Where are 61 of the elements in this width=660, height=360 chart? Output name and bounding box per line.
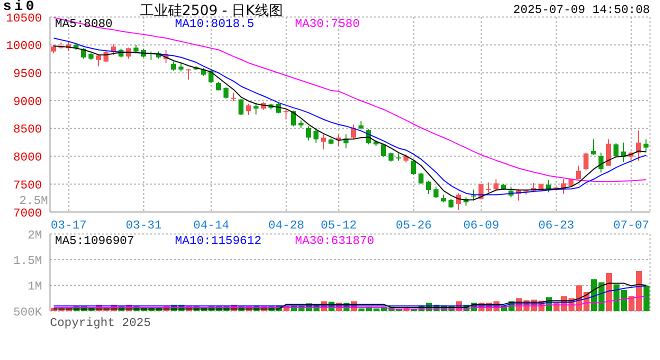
candlestick (321, 134, 326, 150)
x-tick-label: 07-07 (613, 218, 650, 233)
chart-subtitle: 2025-07-09 14:50:08 (513, 3, 650, 17)
candlestick (486, 182, 491, 193)
candlestick (576, 165, 581, 180)
candlestick (284, 108, 288, 120)
text: Copyright 2025 (50, 316, 151, 330)
candlestick (306, 126, 311, 141)
x-tick-label: 03-31 (126, 218, 162, 233)
y-tick-label: 8500 (13, 122, 42, 137)
x-tick-label: 04-14 (193, 218, 230, 233)
x-tick-label: 06-23 (538, 218, 574, 233)
candlestick (246, 103, 251, 116)
candlestick (546, 179, 551, 193)
text: MA30:631870 (295, 234, 374, 248)
y-tick-label: 8000 (13, 150, 42, 165)
candlestick (238, 98, 244, 116)
x-tick-label: 05-12 (320, 218, 357, 233)
x-tick-label: 06-09 (463, 218, 500, 233)
candlestick (456, 192, 461, 211)
candlestick (591, 138, 596, 156)
y-tick-label: 10000 (6, 39, 42, 54)
x-tick-label: 04-28 (268, 218, 304, 233)
text: MA5:1096907 (55, 234, 134, 248)
candlestick (598, 152, 604, 173)
text: MA30:7580 (295, 17, 360, 31)
candlestick (96, 54, 101, 67)
y-tick-label: 7000 (13, 206, 42, 220)
candlestick (314, 127, 318, 144)
x-tick-label: 03-17 (50, 218, 87, 233)
text: 2.5M (18, 194, 48, 208)
candlestick (126, 47, 131, 60)
candlestick (186, 68, 191, 80)
text: MA10:8018.5 (175, 17, 254, 31)
candlestick (418, 172, 424, 185)
candlestick (606, 138, 611, 166)
candlestick (426, 180, 431, 194)
candlestick (584, 152, 588, 171)
candlestick (434, 186, 438, 199)
line-series (53, 296, 647, 310)
candlestick (411, 160, 416, 176)
candlestick (644, 138, 648, 152)
y-tick-label: 9500 (13, 66, 42, 81)
y-tick-label: 9000 (13, 94, 42, 109)
x-tick-label: 05-26 (396, 218, 432, 233)
y-tick-label: 1M (28, 280, 42, 294)
candlestick (224, 86, 228, 100)
chart-title: 工业硅2509 - 日K线图 (140, 2, 283, 19)
candlestick (494, 178, 498, 192)
y-tick-label: 2M (28, 228, 42, 242)
y-tick-label: 500K (13, 305, 43, 320)
candlestick (171, 61, 176, 72)
candlestick (614, 142, 618, 158)
y-tick-label: 1.5M (13, 254, 42, 268)
candlestick (254, 102, 258, 115)
candlestick (291, 110, 296, 127)
candlestick (381, 143, 386, 158)
line-series (53, 17, 647, 182)
y-tick-label: 7500 (13, 178, 42, 192)
text: MA10:1159612 (175, 234, 262, 248)
candlestick (471, 189, 476, 202)
